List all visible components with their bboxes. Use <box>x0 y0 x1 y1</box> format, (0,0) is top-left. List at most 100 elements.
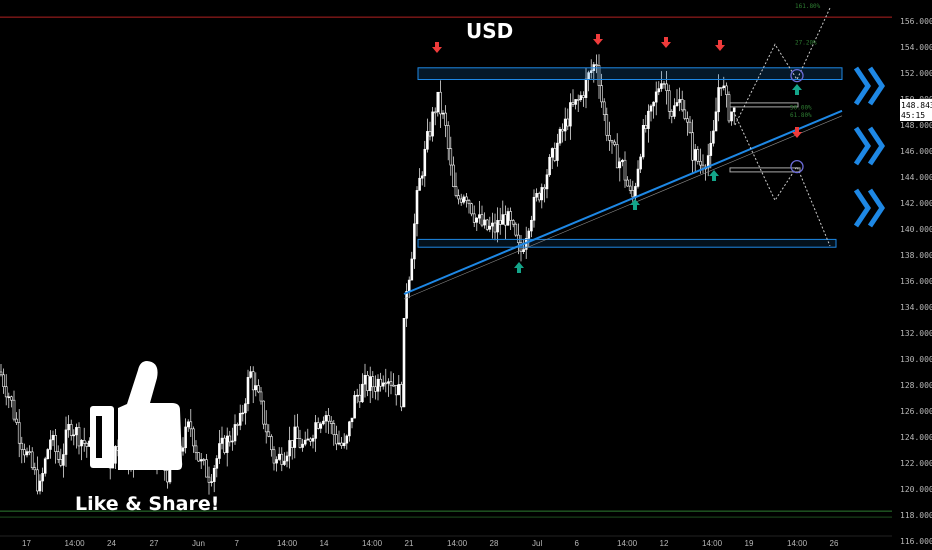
candle-body <box>537 193 541 201</box>
candle-body <box>77 427 81 447</box>
candle-body <box>36 469 39 492</box>
candle-body <box>467 200 471 205</box>
candle-body <box>218 443 221 459</box>
candle-body <box>249 371 252 378</box>
candle-body <box>712 130 715 144</box>
price-tick: 148.00000 <box>900 121 932 130</box>
price-tick: 120.00000 <box>900 485 932 494</box>
candle-body <box>504 214 507 226</box>
candle-body <box>329 420 333 424</box>
candle-body <box>641 125 645 158</box>
candle-body <box>293 426 297 448</box>
candle-body <box>251 371 255 391</box>
price-tick: 146.00000 <box>900 147 932 156</box>
candle-body <box>491 222 494 227</box>
candle-body <box>358 394 362 403</box>
price-tick: 138.00000 <box>900 251 932 260</box>
candle-body <box>545 174 549 190</box>
candle-body <box>415 190 419 225</box>
candle-body <box>64 429 68 455</box>
time-tick: Jun <box>192 539 205 548</box>
time-tick: 24 <box>107 539 116 548</box>
candle-body <box>493 222 497 233</box>
time-axis[interactable]: 17 14:00 24 27 Jun 7 14:00 14 14:00 21 14:00 28 Jul 6… <box>0 535 892 548</box>
candle-body <box>290 440 294 448</box>
time-tick: 12 <box>660 539 669 548</box>
candle-body <box>613 141 616 145</box>
candle-body <box>462 196 466 203</box>
candle-body <box>277 453 281 460</box>
fib-label: 61.80% <box>790 112 812 119</box>
candle-body <box>522 249 525 252</box>
current-price-label: 148.84399 <box>901 101 932 110</box>
candle-body <box>501 214 505 225</box>
candle-body <box>283 460 286 465</box>
time-tick: 14:00 <box>277 539 298 548</box>
candle-body <box>366 375 369 391</box>
candle-body <box>72 434 76 437</box>
price-tick: 124.00000 <box>900 433 932 442</box>
candle-body <box>400 384 403 408</box>
candle-body <box>296 426 299 439</box>
candle-body <box>470 203 473 215</box>
horizontal-levels <box>0 16 892 518</box>
candle-body <box>350 417 354 423</box>
candle-body <box>407 279 411 292</box>
current-price-badge <box>900 99 932 121</box>
candle-body <box>280 453 284 465</box>
price-axis[interactable]: 156.00000154.00000152.00000150.00000148.… <box>892 0 932 546</box>
candle-body <box>569 102 572 127</box>
chevron-right-icon <box>867 126 886 166</box>
candle-body <box>714 111 718 132</box>
candle-body <box>303 439 307 445</box>
candle-body <box>225 435 229 453</box>
candle-body <box>693 149 697 161</box>
candle-body <box>717 87 720 113</box>
candle-body <box>652 101 655 107</box>
price-tick: 136.00000 <box>900 277 932 286</box>
signal-arrows <box>432 34 802 273</box>
fib-label: 50.00% <box>790 104 812 111</box>
candle-body <box>550 148 554 158</box>
candle-body <box>667 90 671 112</box>
candle-body <box>316 422 320 429</box>
candle-body <box>236 424 239 426</box>
projection-up-path <box>734 7 831 126</box>
candle-body <box>478 214 481 219</box>
candle-body <box>548 156 551 176</box>
candle-body <box>335 434 338 445</box>
candle-body <box>553 148 557 161</box>
candle-body <box>543 187 546 190</box>
time-tick: 6 <box>575 539 580 548</box>
candle-body <box>657 88 661 93</box>
candle-body <box>285 455 289 462</box>
price-tick: 144.00000 <box>900 173 932 182</box>
time-tick-labels: 17 14:00 24 27 Jun 7 14:00 14 14:00 21 14:00 28 Jul 6… <box>22 539 839 548</box>
candle-body <box>20 442 24 450</box>
candle-body <box>288 440 291 457</box>
fib-label: 27.20% <box>795 39 817 46</box>
trendline-channel <box>403 115 843 300</box>
candle-body <box>212 468 216 482</box>
candle-body <box>67 424 70 431</box>
candle-body <box>691 132 694 161</box>
candle-body <box>75 427 78 436</box>
candle-body <box>509 211 512 221</box>
down-arrow-icon <box>593 34 603 45</box>
candle-body <box>600 85 603 103</box>
candle-body <box>272 449 276 464</box>
chevron-icons <box>853 66 886 228</box>
up-arrow-icon <box>792 84 802 95</box>
candle-body <box>465 196 468 201</box>
candle-body <box>727 94 731 122</box>
candle-body <box>706 155 710 169</box>
candle-body <box>41 473 44 482</box>
candle-body <box>314 422 317 439</box>
candle-body <box>56 451 60 460</box>
candle-body <box>205 459 208 478</box>
projection-down-path <box>734 114 831 247</box>
candle-body <box>361 383 364 403</box>
chart-title: USD <box>466 19 513 43</box>
candle-body <box>610 140 614 143</box>
